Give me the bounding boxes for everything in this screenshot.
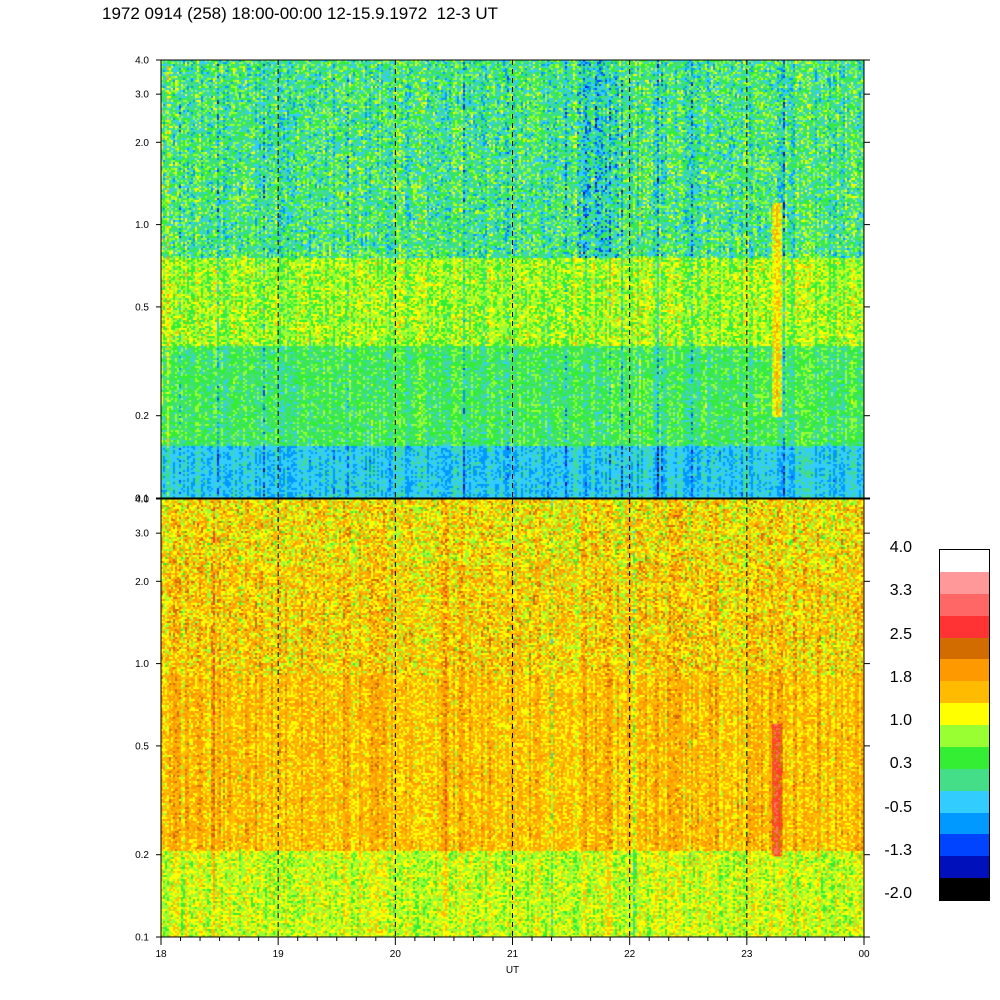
x-tick-label: 20 <box>390 949 402 960</box>
y-tick-label: 4.0 <box>135 495 149 506</box>
colorbar-segment <box>940 615 989 638</box>
colorbar-label: -1.3 <box>884 841 912 859</box>
y-tick-label: 4.0 <box>135 56 149 67</box>
x-axis-label: UT <box>506 965 519 976</box>
colorbar-segment <box>940 768 989 791</box>
colorbar-segment <box>940 746 989 769</box>
page-title: 1972 0914 (258) 18:00-00:00 12-15.9.1972… <box>102 4 499 23</box>
colorbar-segment <box>940 637 989 660</box>
colorbar-segment <box>940 593 989 616</box>
y-tick-label: 0.1 <box>135 494 149 505</box>
y-tick-label: 3.0 <box>135 529 149 540</box>
colorbar-label: -2.0 <box>884 885 912 902</box>
colorbar-label: 4.0 <box>889 539 912 556</box>
x-tick-label: 00 <box>858 949 870 960</box>
x-tick-label: 18 <box>155 949 167 960</box>
colorbar-label: 1.8 <box>889 668 912 686</box>
y-tick-label: 0.1 <box>135 933 149 944</box>
y-tick-label: 1.0 <box>135 659 149 670</box>
colorbar-label: -0.5 <box>884 798 912 816</box>
y-tick-label: 2.0 <box>135 577 149 588</box>
y-tick-label: 1.0 <box>135 220 149 231</box>
y-tick-label: 0.2 <box>135 850 149 861</box>
y-tick-label: 0.2 <box>135 411 149 422</box>
colorbar-segment <box>940 834 989 857</box>
colorbar-segment <box>940 812 989 835</box>
colorbar-segment <box>940 725 989 747</box>
colorbar-segment <box>940 878 989 900</box>
x-tick-label: 23 <box>741 949 753 960</box>
y-tick-label: 0.5 <box>135 302 149 313</box>
colorbar <box>939 549 990 901</box>
colorbar-label: 3.3 <box>889 582 912 600</box>
colorbar-segment <box>940 659 989 682</box>
x-tick-label: 19 <box>273 949 285 960</box>
colorbar-segment <box>940 856 989 879</box>
y-tick-label: 2.0 <box>135 138 149 149</box>
y-tick-label: 3.0 <box>135 90 149 101</box>
x-tick-label: 21 <box>507 949 519 960</box>
colorbar-segment <box>940 550 989 572</box>
y-tick-label: 0.5 <box>135 741 149 752</box>
colorbar-segment <box>940 790 989 813</box>
colorbar-label: 1.0 <box>889 712 912 729</box>
colorbar-label: 2.5 <box>889 625 912 643</box>
colorbar-segment <box>940 681 989 704</box>
x-tick-label: 22 <box>624 949 636 960</box>
colorbar-segment <box>940 571 989 594</box>
colorbar-label: 0.3 <box>889 755 912 773</box>
colorbar-segment <box>940 703 989 725</box>
